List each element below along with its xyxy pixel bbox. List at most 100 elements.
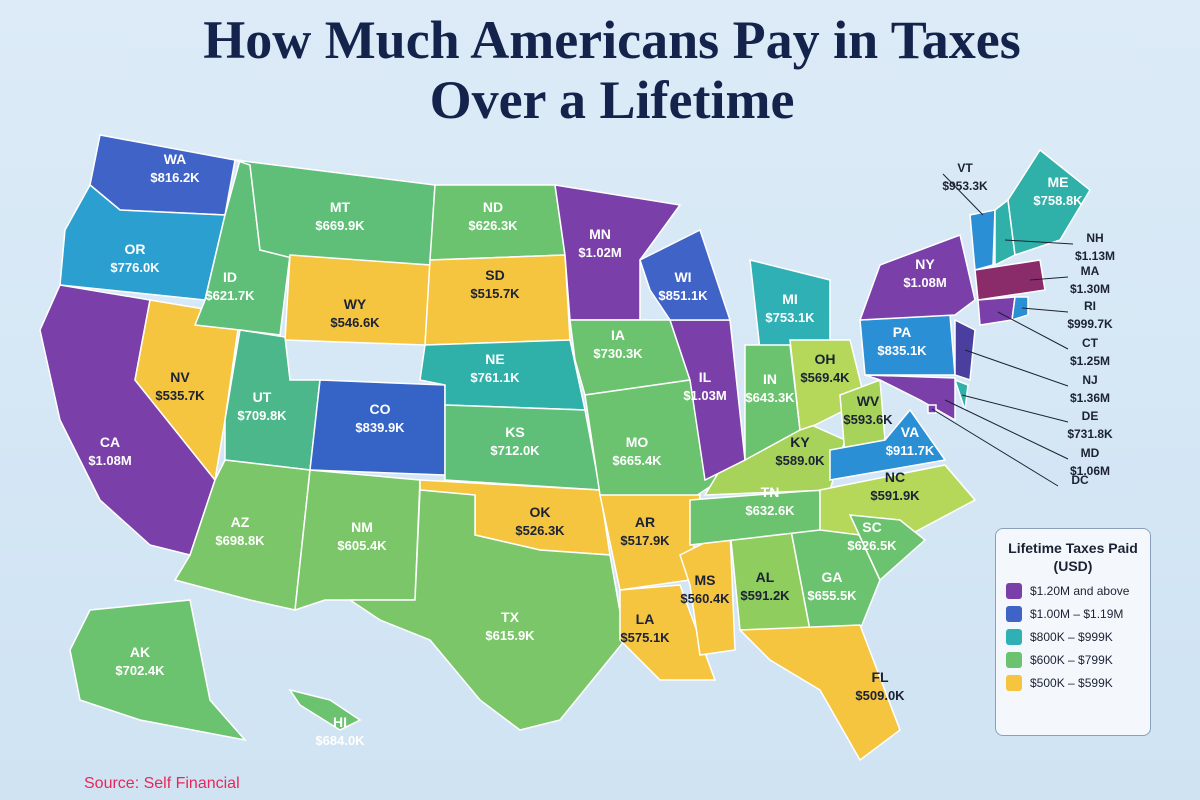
state-shape bbox=[738, 624, 901, 762]
legend-title: Lifetime Taxes Paid (USD) bbox=[1008, 540, 1138, 574]
state-value: $593.6K bbox=[843, 412, 893, 427]
leader-line bbox=[961, 394, 1069, 423]
state-shape bbox=[1007, 148, 1091, 257]
state-value: $1.36M bbox=[1070, 391, 1110, 405]
legend-swatch bbox=[1006, 583, 1022, 599]
state-shape bbox=[1011, 296, 1029, 322]
leader-line bbox=[964, 349, 1069, 387]
state-abbr: KY bbox=[790, 434, 810, 450]
state-abbr: NV bbox=[170, 369, 190, 385]
state-abbr: NE bbox=[485, 351, 504, 367]
legend-label: $1.20M and above bbox=[1030, 584, 1130, 598]
state-value: $626.3K bbox=[468, 218, 518, 233]
state-abbr: TN bbox=[761, 484, 780, 500]
state-value: $1.25M bbox=[1070, 354, 1110, 368]
state-shape bbox=[864, 374, 956, 422]
state-value: $526.3K bbox=[515, 523, 565, 538]
legend-item: $800K – $999K bbox=[1006, 629, 1140, 645]
leader-line bbox=[944, 399, 1069, 460]
title-line: How Much Americans Pay in Taxes bbox=[203, 10, 1021, 70]
leader-line bbox=[1021, 307, 1069, 313]
state-abbr: AZ bbox=[231, 514, 250, 530]
state-value: $1.13M bbox=[1075, 249, 1115, 263]
state-abbr: MA bbox=[1081, 264, 1100, 278]
state-abbr: NM bbox=[351, 519, 373, 535]
legend-item: $1.00M – $1.19M bbox=[1006, 606, 1140, 622]
state-value: $560.4K bbox=[680, 591, 730, 606]
state-shape bbox=[848, 514, 927, 582]
state-value: $851.1K bbox=[658, 288, 708, 303]
state-abbr: AK bbox=[130, 644, 150, 660]
state-value: $517.9K bbox=[620, 533, 670, 548]
state-value: $509.0K bbox=[855, 688, 905, 703]
title-line: Over a Lifetime bbox=[430, 70, 795, 130]
state-abbr: MO bbox=[626, 434, 649, 450]
legend-item: $600K – $799K bbox=[1006, 652, 1140, 668]
state-value: $575.1K bbox=[620, 630, 670, 645]
state-abbr: ME bbox=[1048, 174, 1069, 190]
state-value: $953.3K bbox=[942, 179, 988, 193]
state-abbr: TX bbox=[501, 609, 520, 625]
state-abbr: OK bbox=[530, 504, 551, 520]
state-abbr: ND bbox=[483, 199, 503, 215]
state-value: $655.5K bbox=[807, 588, 857, 603]
state-shape bbox=[224, 329, 321, 471]
state-value: $669.9K bbox=[315, 218, 365, 233]
state-abbr: PA bbox=[893, 324, 911, 340]
leader-line bbox=[1004, 239, 1074, 245]
state-value: $591.9K bbox=[870, 488, 920, 503]
state-value: $632.6K bbox=[745, 503, 795, 518]
state-abbr: WI bbox=[674, 269, 691, 285]
state-value: $589.0K bbox=[775, 453, 825, 468]
state-shape bbox=[288, 688, 362, 731]
state-value: $1.06M bbox=[1070, 464, 1110, 478]
state-shape bbox=[347, 489, 626, 731]
state-value: $684.0K bbox=[315, 733, 365, 748]
state-value: $1.08M bbox=[88, 453, 131, 468]
state-abbr: OR bbox=[125, 241, 146, 257]
legend-items: $1.20M and above $1.00M – $1.19M $800K – $… bbox=[1006, 583, 1140, 691]
state-abbr: CO bbox=[370, 401, 391, 417]
legend-label: $1.00M – $1.19M bbox=[1030, 607, 1124, 621]
legend-swatch bbox=[1006, 629, 1022, 645]
legend: Lifetime Taxes Paid (USD) $1.20M and abo… bbox=[995, 528, 1151, 736]
state-value: $702.4K bbox=[115, 663, 165, 678]
legend-item: $500K – $599K bbox=[1006, 675, 1140, 691]
state-abbr: FL bbox=[871, 669, 889, 685]
state-abbr: DE bbox=[1082, 409, 1099, 423]
state-value: $753.1K bbox=[765, 310, 815, 325]
state-abbr: MN bbox=[589, 226, 611, 242]
state-value: $643.3K bbox=[745, 390, 795, 405]
state-abbr: IA bbox=[611, 327, 625, 343]
state-abbr: NY bbox=[915, 256, 935, 272]
state-abbr: WV bbox=[857, 393, 880, 409]
state-shape bbox=[619, 584, 717, 681]
state-shape bbox=[829, 408, 947, 481]
state-value: $730.3K bbox=[593, 346, 643, 361]
state-abbr: SD bbox=[485, 267, 504, 283]
state-abbr: NJ bbox=[1082, 373, 1097, 387]
state-abbr: MI bbox=[782, 291, 798, 307]
state-abbr: MS bbox=[695, 572, 716, 588]
leader-line bbox=[942, 173, 984, 216]
state-value: $911.7K bbox=[886, 443, 935, 458]
state-shape bbox=[974, 259, 1046, 301]
state-abbr: NH bbox=[1086, 231, 1103, 245]
legend-label: $500K – $599K bbox=[1030, 676, 1113, 690]
state-value: $621.7K bbox=[205, 288, 255, 303]
state-abbr: LA bbox=[636, 611, 655, 627]
state-abbr: VA bbox=[901, 424, 919, 440]
state-value: $698.8K bbox=[215, 533, 265, 548]
state-value: $709.8K bbox=[237, 408, 287, 423]
state-value: $712.0K bbox=[490, 443, 540, 458]
state-value: $761.1K bbox=[470, 370, 520, 385]
state-abbr: RI bbox=[1084, 299, 1096, 313]
state-value: $1.08M bbox=[903, 275, 946, 290]
state-abbr: AR bbox=[635, 514, 655, 530]
state-abbr: WA bbox=[164, 151, 187, 167]
state-abbr: UT bbox=[253, 389, 272, 405]
state-value: $605.4K bbox=[337, 538, 387, 553]
state-value: $999.7K bbox=[1067, 317, 1113, 331]
